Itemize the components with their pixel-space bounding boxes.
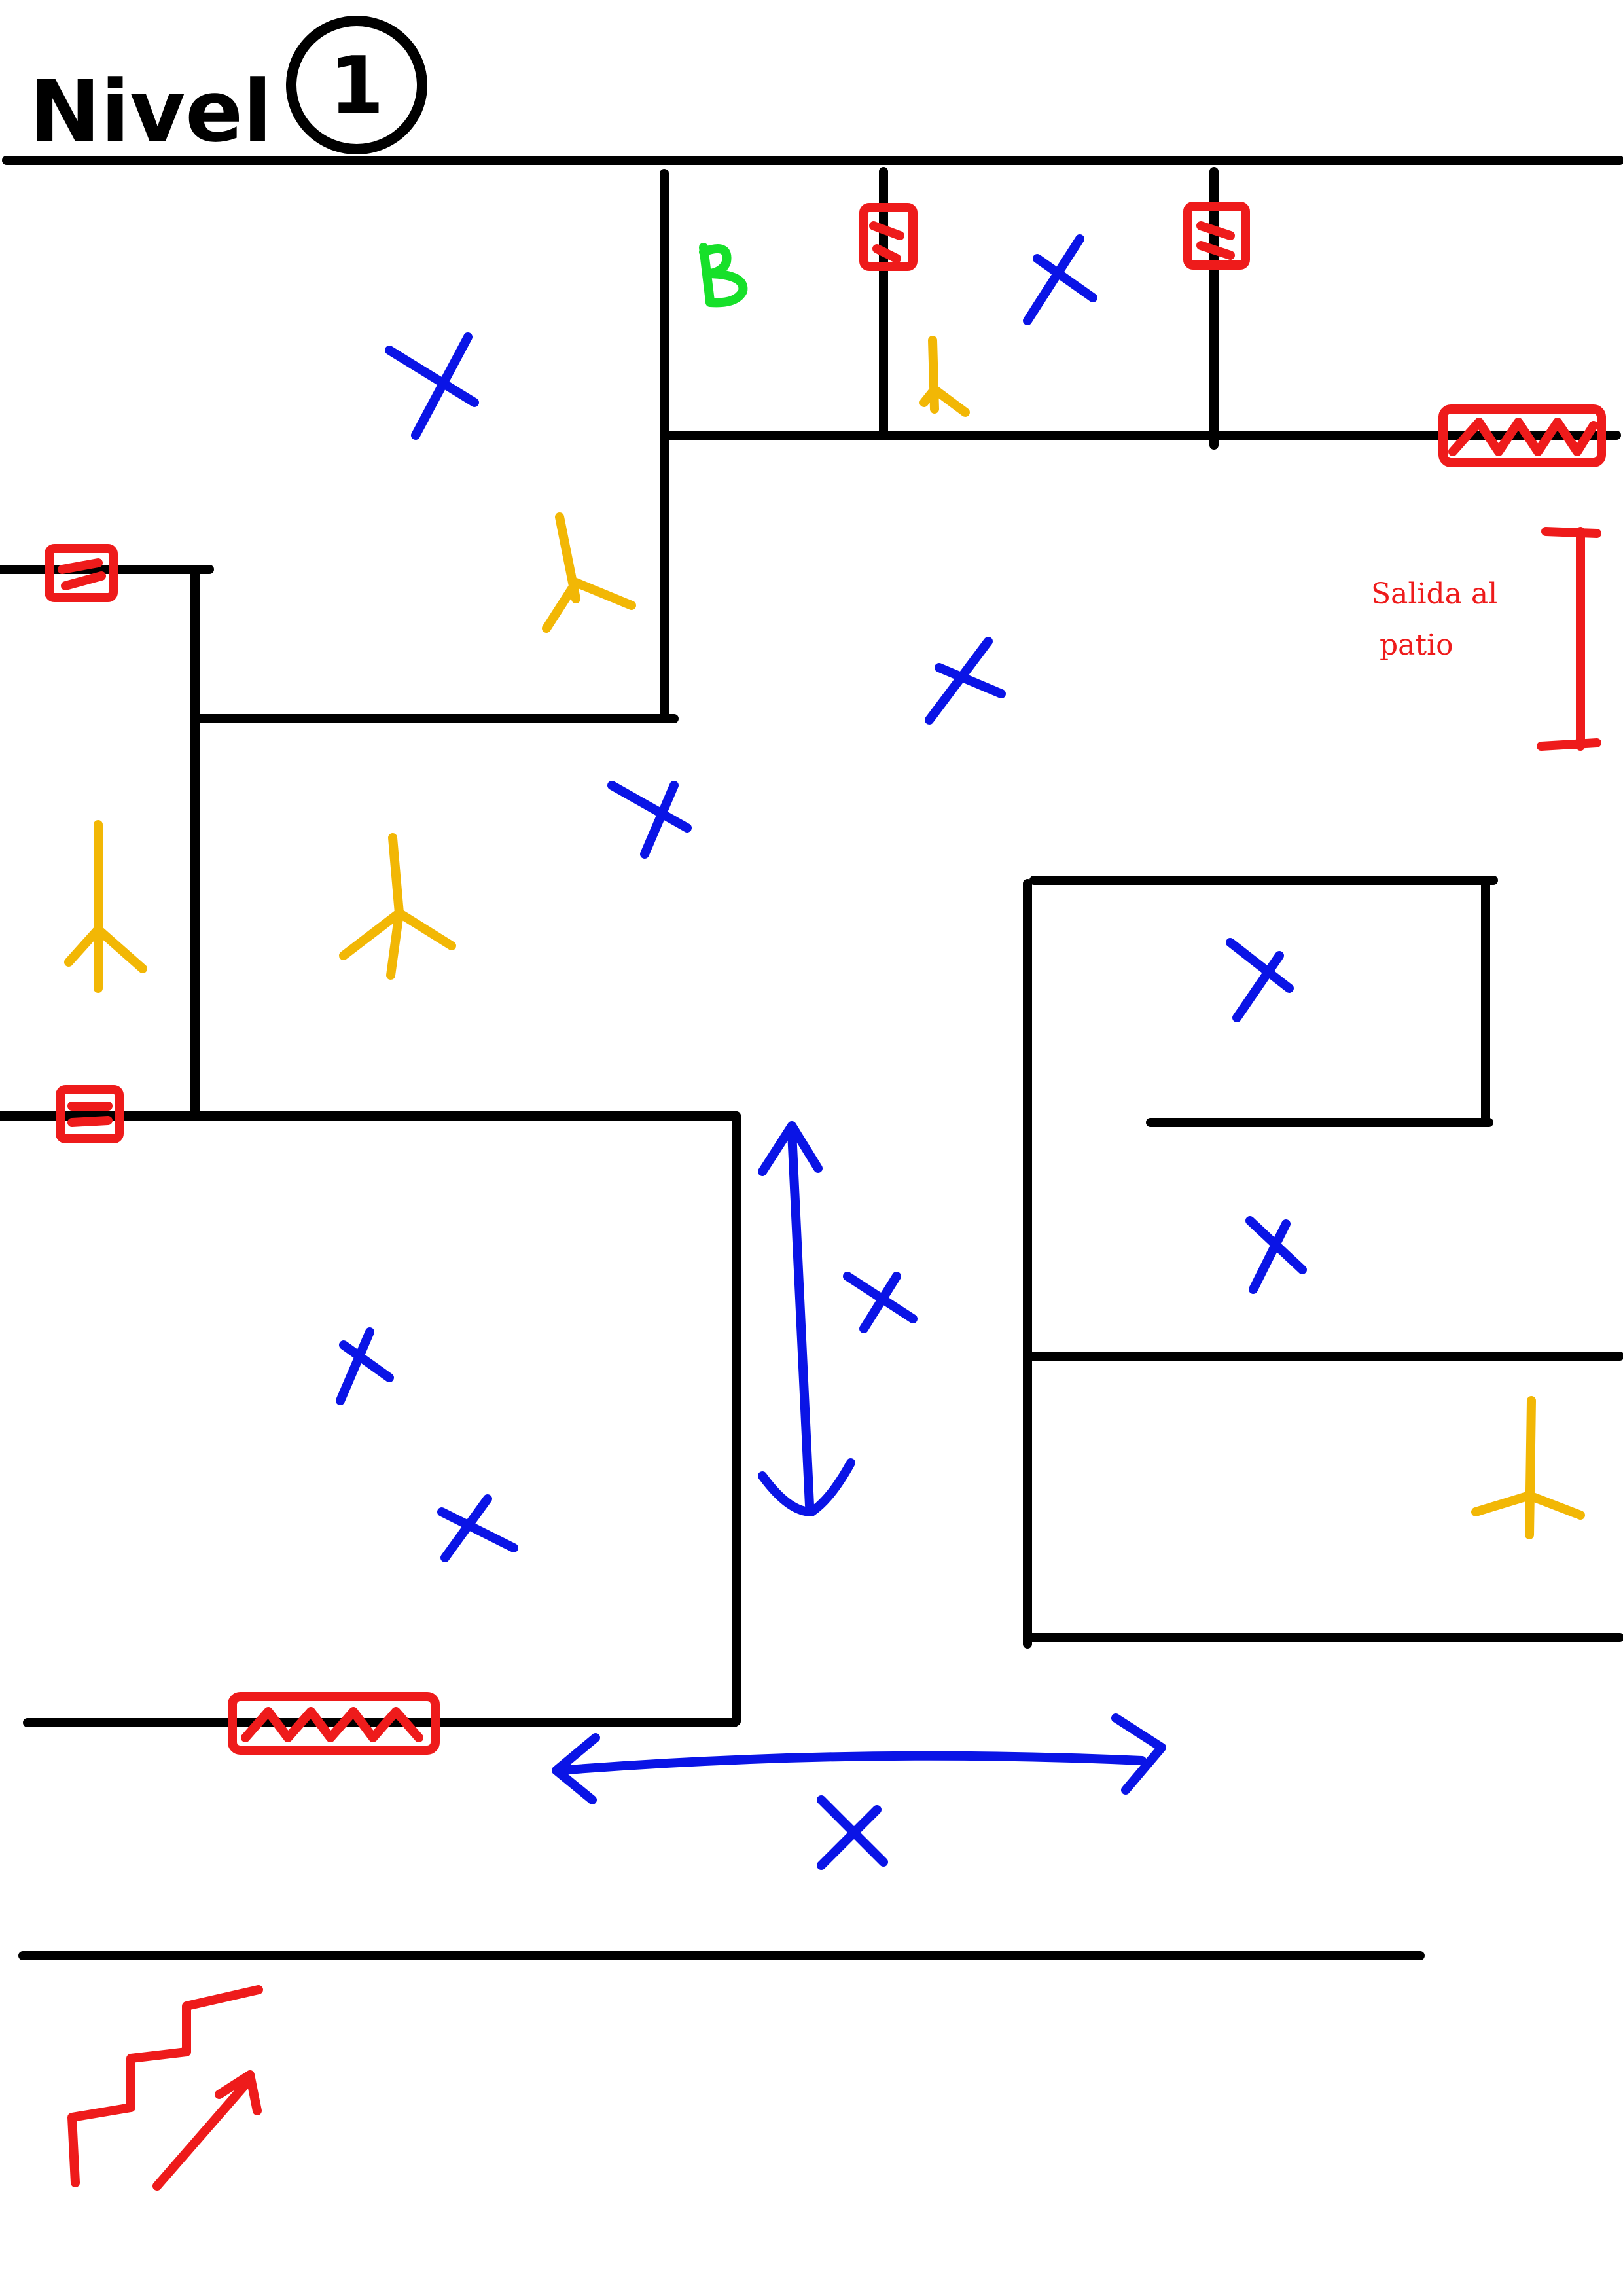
red-stairs-icon — [67, 1985, 263, 2191]
blue-x-icon — [336, 1327, 394, 1405]
yellow-y-icon — [339, 833, 456, 980]
blue-double-arrow-icon — [758, 1121, 855, 1516]
yellow-y-icon — [919, 336, 970, 417]
red-hatched-exit-icon — [1438, 404, 1606, 467]
yellow-y-markers — [64, 336, 1585, 1539]
blue-x-icon — [385, 332, 479, 440]
yellow-y-icon — [1471, 1396, 1585, 1539]
level-number-circle — [286, 16, 427, 154]
level-number: 1 — [329, 41, 384, 132]
yellow-y-icon — [542, 512, 636, 633]
blue-x-markers — [336, 234, 1307, 1870]
patio-exit-label-line1: Salida al — [1371, 577, 1497, 611]
patio-exit-label-line2: patio — [1380, 628, 1454, 662]
blue-x-icon — [925, 637, 1006, 725]
level-title: Nivel — [29, 62, 272, 161]
patio-exit-bracket — [1537, 527, 1601, 751]
red-square-icon — [45, 544, 118, 602]
blue-x-icon — [437, 1494, 518, 1562]
red-square-icon — [859, 203, 918, 271]
green-b-icon — [699, 243, 748, 308]
blue-x-icon — [843, 1272, 918, 1333]
blue-x-icon — [1245, 1216, 1307, 1294]
blue-x-icon — [1226, 938, 1294, 1022]
blue-x-icon — [817, 1795, 888, 1870]
red-square-icon — [1183, 202, 1250, 270]
red-square-icon — [56, 1085, 124, 1143]
blue-x-icon — [1023, 234, 1097, 325]
blue-double-arrow-icon — [552, 1713, 1166, 1804]
red-hatched-exit-icon — [228, 1692, 440, 1755]
blue-x-icon — [607, 781, 692, 859]
yellow-y-icon — [64, 820, 147, 993]
walls — [0, 156, 1623, 1960]
red-square-markers — [45, 202, 1250, 1143]
